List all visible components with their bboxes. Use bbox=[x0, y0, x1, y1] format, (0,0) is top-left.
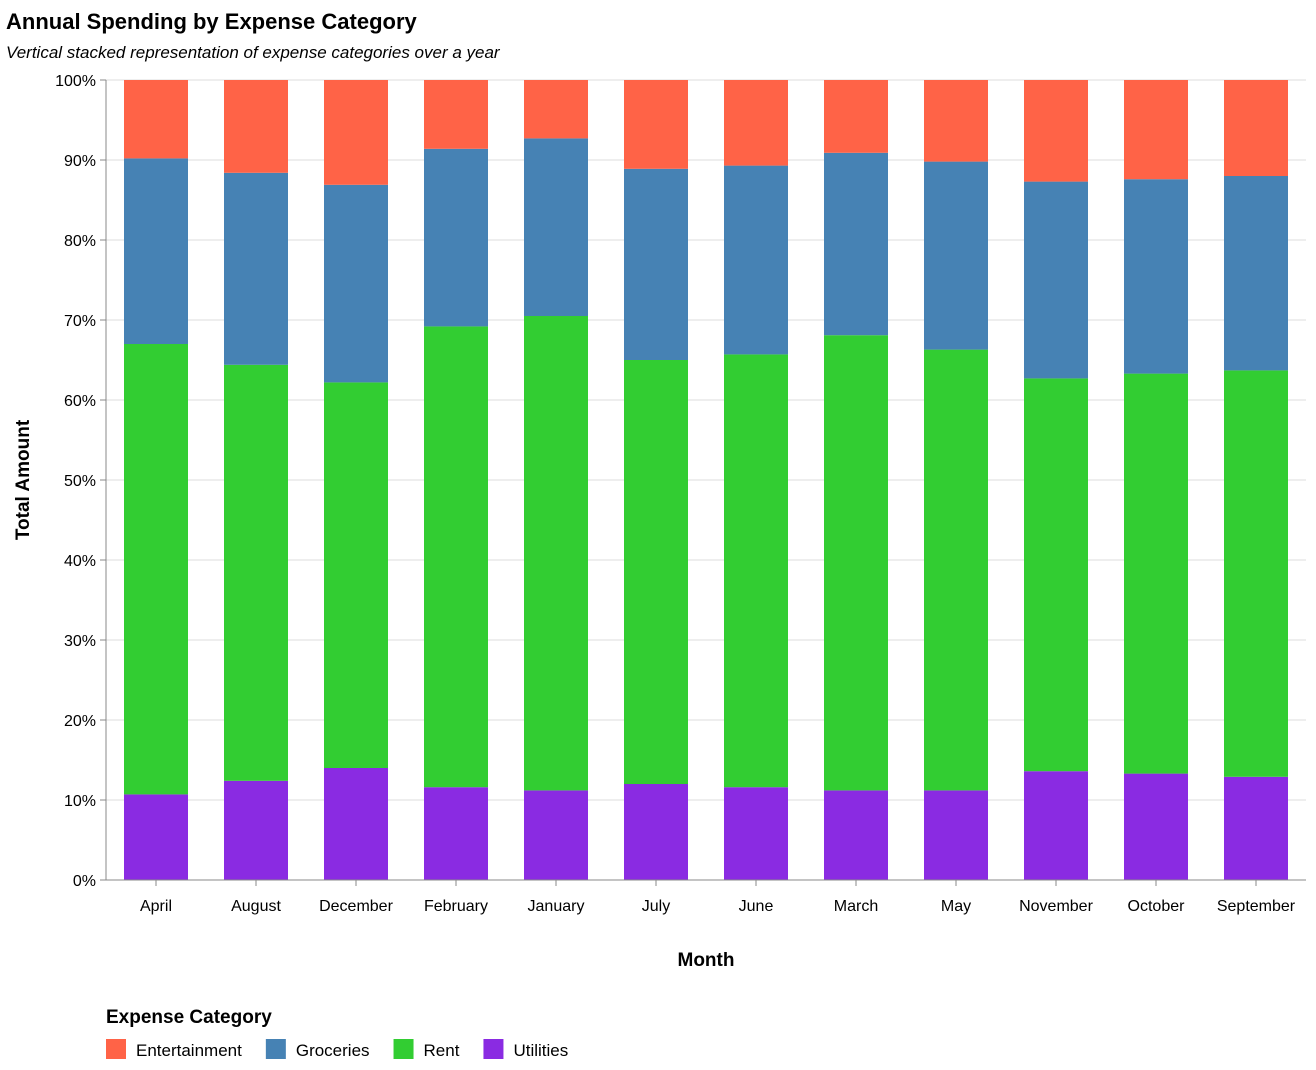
x-tick-label: December bbox=[319, 898, 393, 915]
y-tick-label: 40% bbox=[64, 553, 96, 570]
legend-label: Entertainment bbox=[136, 1041, 242, 1060]
bar-rent-april bbox=[124, 344, 188, 795]
bar-rent-july bbox=[624, 360, 688, 784]
legend-item-entertainment: Entertainment bbox=[106, 1039, 242, 1060]
bar-entertainment-april bbox=[124, 80, 188, 159]
bar-entertainment-november bbox=[1024, 80, 1088, 182]
bar-utilities-june bbox=[724, 787, 788, 880]
y-tick-label: 100% bbox=[55, 73, 96, 90]
legend-swatch bbox=[106, 1039, 126, 1059]
bar-rent-october bbox=[1124, 373, 1188, 774]
bar-rent-december bbox=[324, 382, 388, 768]
bar-utilities-november bbox=[1024, 771, 1088, 880]
bar-groceries-may bbox=[924, 161, 988, 350]
bar-utilities-september bbox=[1224, 776, 1288, 880]
legend-item-rent: Rent bbox=[393, 1039, 460, 1060]
y-tick-label: 60% bbox=[64, 393, 96, 410]
chart-subtitle: Vertical stacked representation of expen… bbox=[6, 43, 501, 62]
bar-utilities-january bbox=[524, 790, 588, 880]
bar-groceries-november bbox=[1024, 181, 1088, 379]
bar-groceries-september bbox=[1224, 176, 1288, 371]
legend-swatch bbox=[483, 1039, 504, 1059]
y-tick-label: 0% bbox=[73, 873, 96, 890]
bar-groceries-april bbox=[124, 158, 188, 344]
bar-rent-november bbox=[1024, 378, 1088, 772]
bar-utilities-july bbox=[624, 784, 688, 880]
legend-label: Rent bbox=[424, 1041, 460, 1060]
bar-groceries-december bbox=[324, 184, 388, 383]
bar-groceries-february bbox=[424, 148, 488, 327]
bar-entertainment-september bbox=[1224, 80, 1288, 176]
bar-utilities-february bbox=[424, 787, 488, 880]
bar-entertainment-august bbox=[224, 80, 288, 173]
legend-title: Expense Category bbox=[106, 1007, 272, 1028]
bar-rent-september bbox=[1224, 370, 1288, 777]
legend-label: Utilities bbox=[513, 1041, 568, 1060]
bar-rent-may bbox=[924, 349, 988, 791]
bar-utilities-december bbox=[324, 768, 388, 880]
chart-title: Annual Spending by Expense Category bbox=[6, 9, 418, 34]
bar-groceries-june bbox=[724, 165, 788, 355]
bar-groceries-august bbox=[224, 172, 288, 365]
bar-utilities-may bbox=[924, 790, 988, 880]
legend-label: Groceries bbox=[296, 1041, 370, 1060]
bar-entertainment-january bbox=[524, 80, 588, 139]
bar-utilities-october bbox=[1124, 773, 1188, 880]
x-tick-label: February bbox=[424, 898, 488, 915]
y-axis-title: Total Amount bbox=[13, 419, 34, 540]
x-tick-label: November bbox=[1019, 898, 1093, 915]
x-tick-label: June bbox=[739, 898, 774, 915]
bar-groceries-january bbox=[524, 138, 588, 316]
bar-entertainment-july bbox=[624, 80, 688, 169]
y-tick-label: 10% bbox=[64, 793, 96, 810]
bar-groceries-october bbox=[1124, 179, 1188, 374]
legend-item-groceries: Groceries bbox=[265, 1039, 370, 1060]
x-tick-label: August bbox=[231, 898, 281, 915]
x-tick-label: September bbox=[1217, 898, 1296, 915]
bar-groceries-july bbox=[624, 168, 688, 360]
bar-utilities-april bbox=[124, 794, 188, 880]
bar-entertainment-may bbox=[924, 80, 988, 162]
bar-entertainment-december bbox=[324, 80, 388, 185]
bar-utilities-march bbox=[824, 790, 888, 880]
bar-rent-march bbox=[824, 335, 888, 791]
bar-rent-august bbox=[224, 364, 288, 781]
y-tick-label: 30% bbox=[64, 633, 96, 650]
bar-entertainment-march bbox=[824, 80, 888, 153]
x-tick-label: October bbox=[1128, 898, 1186, 915]
bar-rent-january bbox=[524, 316, 588, 791]
bar-rent-june bbox=[724, 354, 788, 788]
y-axis: 0% 10% 20% 30% 40% 50% 60% 70% 80% 90% 100% bbox=[55, 73, 107, 890]
y-tick-label: 50% bbox=[64, 473, 96, 490]
y-tick-label: 20% bbox=[64, 713, 96, 730]
legend-item-utilities: Utilities bbox=[483, 1039, 568, 1060]
x-tick-label: May bbox=[941, 898, 971, 915]
bar-groceries-march bbox=[824, 152, 888, 336]
x-tick-label: April bbox=[140, 898, 172, 915]
x-axis-title: Month bbox=[678, 950, 735, 971]
legend-swatch bbox=[265, 1039, 286, 1059]
y-tick-label: 90% bbox=[64, 153, 96, 170]
legend: Entertainment Groceries Rent Utilities bbox=[106, 1039, 568, 1060]
x-tick-label: March bbox=[834, 898, 878, 915]
y-tick-label: 70% bbox=[64, 313, 96, 330]
y-tick-label: 80% bbox=[64, 233, 96, 250]
x-tick-label: January bbox=[528, 898, 585, 915]
bar-entertainment-june bbox=[724, 80, 788, 166]
x-axis: April August December February January July Ju… bbox=[106, 879, 1306, 915]
legend-swatch bbox=[393, 1039, 414, 1059]
bar-rent-february bbox=[424, 326, 488, 788]
bar-entertainment-october bbox=[1124, 80, 1188, 180]
bar-utilities-august bbox=[224, 780, 288, 880]
bars bbox=[124, 80, 1288, 880]
bar-entertainment-february bbox=[424, 80, 488, 149]
x-tick-label: July bbox=[642, 898, 670, 915]
gridlines bbox=[106, 79, 1306, 881]
